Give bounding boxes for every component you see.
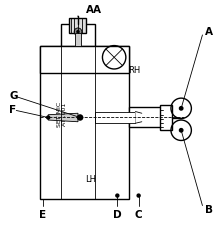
Bar [70, 18, 86, 33]
Text: LH: LH [85, 175, 96, 184]
Bar [95, 112, 135, 123]
Text: F: F [10, 106, 17, 116]
Text: E: E [39, 210, 46, 220]
Circle shape [78, 115, 83, 120]
Text: B: B [205, 205, 213, 216]
Polygon shape [135, 112, 142, 123]
Text: AA: AA [86, 5, 102, 15]
Bar [129, 107, 167, 128]
Circle shape [137, 194, 140, 197]
Text: RH: RH [128, 66, 140, 75]
Circle shape [77, 31, 79, 33]
Text: A: A [205, 27, 213, 37]
Text: SET MIC
AT .001: SET MIC AT .001 [57, 102, 67, 127]
Bar [40, 46, 129, 199]
Circle shape [47, 116, 50, 119]
Circle shape [179, 129, 183, 132]
Circle shape [79, 116, 82, 119]
Bar [160, 105, 172, 130]
Circle shape [179, 107, 183, 110]
Polygon shape [48, 113, 78, 122]
Bar [61, 24, 95, 46]
Text: D: D [113, 210, 122, 220]
Text: G: G [10, 91, 18, 100]
Circle shape [74, 28, 82, 36]
Circle shape [116, 194, 119, 197]
Bar [75, 33, 81, 46]
Text: C: C [135, 210, 142, 220]
Bar [40, 46, 129, 73]
